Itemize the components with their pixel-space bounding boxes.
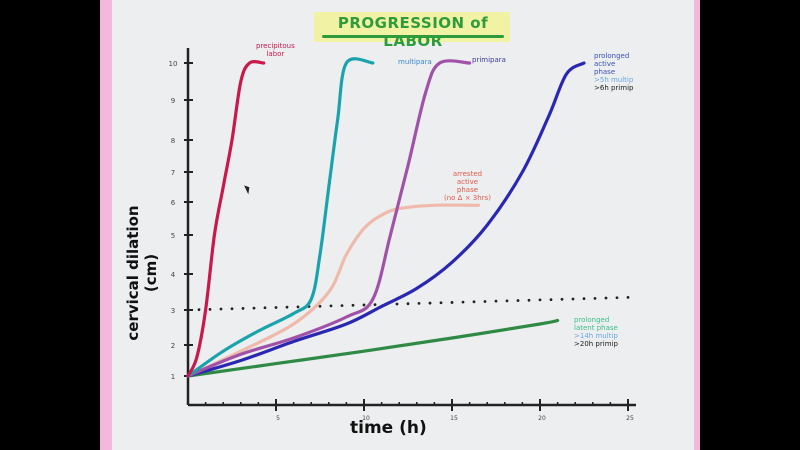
threshold-dot <box>483 300 487 303</box>
annotation-arrested: arrested active phase (no Δ × 3hrs) <box>444 170 491 202</box>
x-tick-label: 20 <box>538 415 546 422</box>
threshold-dot <box>186 308 190 312</box>
threshold-dot <box>604 296 608 300</box>
threshold-dot <box>219 307 223 311</box>
series-line-arrested-active-phase <box>186 203 480 378</box>
threshold-dot <box>318 304 322 308</box>
threshold-dot <box>406 302 410 306</box>
threshold-dot <box>252 306 256 310</box>
annotation-multipara: multipara <box>398 58 432 66</box>
series-line-multipara <box>186 57 375 378</box>
y-tick-label: 1 <box>171 373 175 381</box>
threshold-dot <box>296 305 300 309</box>
paper-background <box>112 0 694 450</box>
threshold-dot <box>538 298 542 302</box>
x-axis-label: time (h) <box>350 418 427 438</box>
threshold-dot <box>428 301 432 305</box>
series-line-precipitous-labor <box>186 60 266 378</box>
threshold-dot <box>549 298 553 302</box>
y-tick-label: 10 <box>169 60 178 68</box>
threshold-dot <box>593 296 597 300</box>
threshold-dot <box>582 297 586 301</box>
y-tick-label: 7 <box>171 169 175 177</box>
threshold-dot <box>395 302 399 306</box>
threshold-dot <box>263 306 267 310</box>
y-tick-label: 6 <box>171 199 176 207</box>
series-lines <box>186 57 630 378</box>
threshold-dot <box>505 299 509 303</box>
threshold-dot <box>450 301 454 304</box>
threshold-dot <box>241 307 245 310</box>
threshold-dot <box>329 304 333 308</box>
series-line-prolonged-active-phase <box>186 61 586 378</box>
threshold-dot <box>494 299 498 303</box>
x-tick-label: 15 <box>450 415 458 422</box>
x-tick-label: 5 <box>276 415 280 422</box>
threshold-dot <box>461 300 465 304</box>
threshold-dot <box>516 299 520 302</box>
axes: 1 2 3 4 5 6 7 8 9 10 5 10 15 20 25 <box>169 48 636 422</box>
right-border <box>694 0 700 450</box>
threshold-dot <box>571 297 575 301</box>
series-line-prolonged-latent-phase <box>186 318 560 378</box>
annotation-prolonged-latent: prolonged latent phase >14h multip >20h … <box>574 316 618 348</box>
threshold-dot <box>373 303 377 307</box>
threshold-dot <box>362 303 366 307</box>
threshold-dot <box>472 300 476 304</box>
threshold-dot <box>560 297 564 301</box>
threshold-dot <box>230 307 234 311</box>
y-tick-label: 9 <box>171 97 175 105</box>
threshold-dot <box>285 305 289 309</box>
threshold-dot <box>527 298 531 302</box>
threshold-dot <box>208 307 212 311</box>
threshold-dot <box>626 296 630 299</box>
title-underline <box>322 35 504 38</box>
x-tick-label: 10 <box>362 415 370 422</box>
threshold-dot <box>274 306 278 309</box>
left-border <box>100 0 112 450</box>
y-tick-label: 3 <box>171 307 175 315</box>
annotation-prolonged-active: prolonged active phase >5h multip >6h pr… <box>594 52 634 92</box>
threshold-dot <box>615 296 619 300</box>
y-tick-label: 2 <box>171 342 175 350</box>
annotation-primipara: primipara <box>472 56 506 64</box>
threshold-dot <box>439 301 443 305</box>
y-tick-label: 5 <box>171 232 175 240</box>
y-tick-label: 8 <box>171 137 175 145</box>
y-axis-label: cervical dilation (cm) <box>124 205 160 341</box>
threshold-dot <box>417 301 421 305</box>
threshold-dot <box>340 304 344 307</box>
y-tick-label: 4 <box>171 271 176 279</box>
series-line-primipara <box>186 59 472 378</box>
threshold-dot <box>197 308 201 312</box>
threshold-dot <box>351 303 355 307</box>
x-tick-label: 25 <box>626 415 634 422</box>
annotation-precipitous: precipitous labor <box>256 42 295 58</box>
